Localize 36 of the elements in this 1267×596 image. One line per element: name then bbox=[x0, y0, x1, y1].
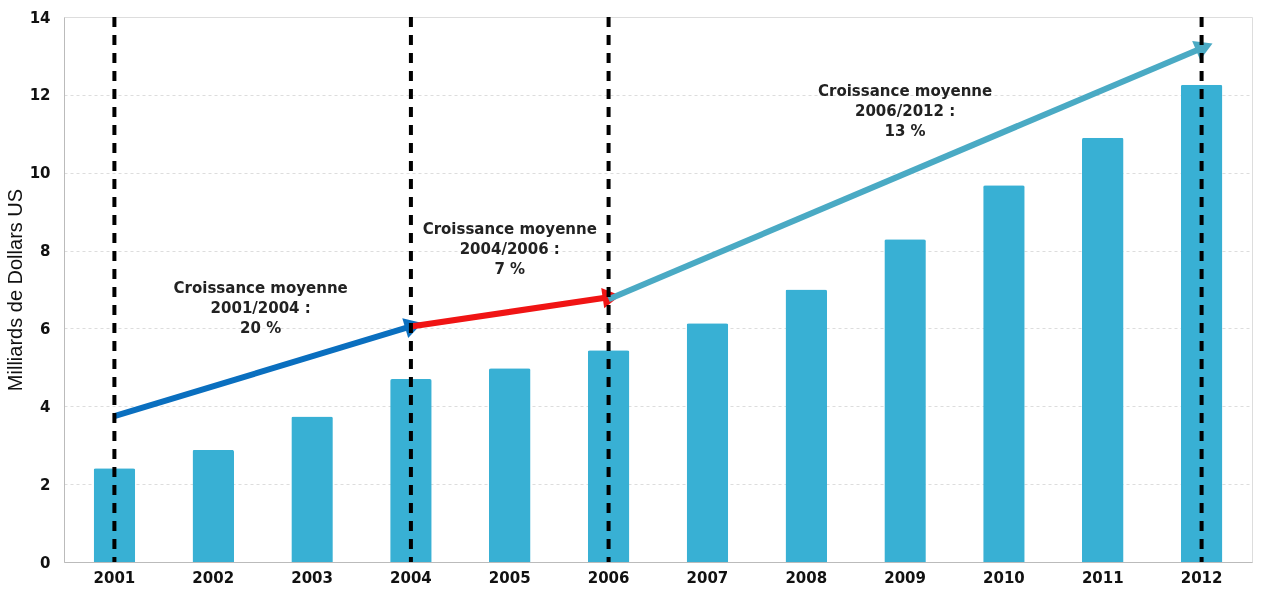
x-tick-label: 2004 bbox=[390, 568, 432, 587]
bar bbox=[1082, 137, 1124, 562]
annotation: Croissance moyenne 2001/2004 : 20 % bbox=[173, 279, 348, 338]
y-tick-label: 14 bbox=[29, 8, 51, 27]
y-axis-title: Milliards de Dollars US bbox=[3, 188, 26, 392]
x-tick-label: 2011 bbox=[1081, 568, 1124, 587]
bar bbox=[192, 449, 234, 562]
annotation: Croissance moyenne 2006/2012 : 13 % bbox=[817, 81, 993, 140]
bar bbox=[587, 350, 630, 562]
bar bbox=[884, 239, 926, 562]
bar bbox=[390, 379, 432, 562]
x-tick-label: 2007 bbox=[686, 568, 729, 587]
y-tick-label: 2 bbox=[40, 475, 51, 494]
y-tick-label: 10 bbox=[29, 164, 51, 183]
x-tick-label: 2003 bbox=[291, 568, 333, 587]
bar bbox=[488, 368, 531, 562]
x-tick-label: 2002 bbox=[192, 568, 235, 587]
x-tick-label: 2010 bbox=[983, 568, 1025, 587]
x-tick-label: 2012 bbox=[1180, 568, 1223, 587]
bar bbox=[1180, 84, 1223, 562]
bar bbox=[291, 416, 333, 562]
bar bbox=[785, 289, 828, 562]
y-tick-label: 8 bbox=[40, 242, 51, 261]
x-tick-label: 2005 bbox=[488, 568, 531, 587]
bar bbox=[686, 323, 729, 562]
x-tick-label: 2001 bbox=[93, 568, 136, 587]
x-tick-label: 2006 bbox=[587, 568, 630, 587]
y-tick-label: 6 bbox=[40, 319, 51, 338]
annotation: Croissance moyenne 2004/2006 : 7 % bbox=[422, 219, 597, 278]
x-tick-label: 2009 bbox=[884, 568, 926, 587]
y-tick-label: 4 bbox=[40, 397, 51, 416]
y-tick-label: 0 bbox=[40, 553, 51, 572]
bar bbox=[93, 468, 136, 562]
x-tick-label: 2008 bbox=[785, 568, 828, 587]
bar bbox=[983, 185, 1025, 562]
y-tick-label: 12 bbox=[29, 86, 51, 105]
